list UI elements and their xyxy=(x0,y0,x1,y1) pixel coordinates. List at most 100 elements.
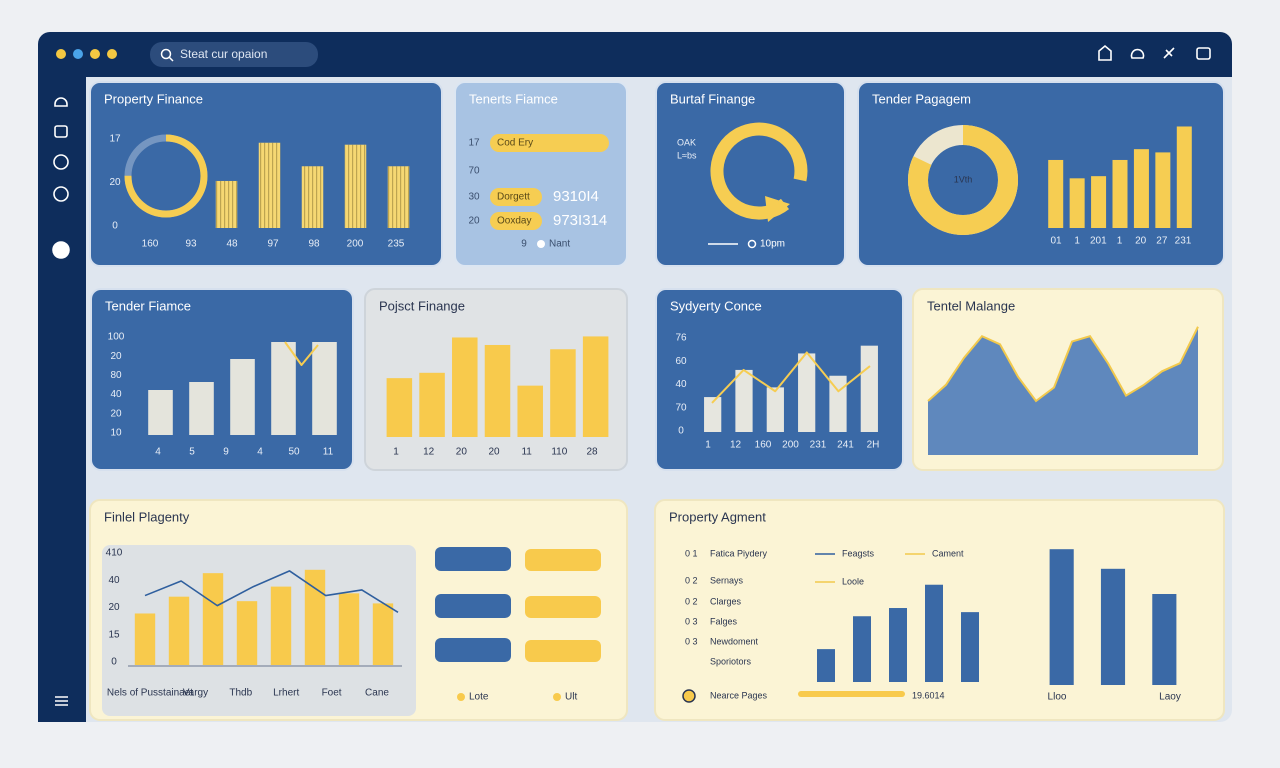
pill[interactable] xyxy=(435,547,511,571)
search-text[interactable]: Steat cur opaion xyxy=(180,47,267,61)
window-icon[interactable] xyxy=(1196,47,1211,60)
home-icon[interactable] xyxy=(1098,44,1112,61)
window-dot[interactable] xyxy=(90,49,100,59)
area-line xyxy=(927,326,1199,403)
row-label: 30 xyxy=(468,192,480,203)
footer-text: 9 xyxy=(521,239,527,250)
panel-title: Tender Pagagem xyxy=(872,91,971,106)
bar xyxy=(312,342,337,435)
bar xyxy=(829,375,847,432)
x-tick-label: 11 xyxy=(323,447,334,458)
row-label: 20 xyxy=(468,216,480,227)
bar xyxy=(704,397,722,432)
y-tick-label: 10 xyxy=(110,428,122,439)
x-tick-label: Laoy xyxy=(1159,692,1181,703)
pill xyxy=(490,212,542,230)
legend-label: Cament xyxy=(932,548,964,558)
ring-label: OAK xyxy=(677,137,696,147)
y-tick-label: 0 xyxy=(111,657,117,668)
x-tick-label: 1 xyxy=(1117,236,1123,247)
nav-icon[interactable] xyxy=(53,154,69,170)
y-tick-label: 17 xyxy=(109,134,121,145)
menu-icon[interactable] xyxy=(55,696,68,706)
donut-arc xyxy=(124,134,208,218)
y-tick-label: 20 xyxy=(110,351,122,362)
pill-text: Cod Ery xyxy=(497,138,533,149)
pill[interactable] xyxy=(525,549,601,571)
tool-icon[interactable] xyxy=(1163,47,1175,59)
y-tick-label: 70 xyxy=(675,402,687,413)
bar xyxy=(168,596,190,665)
panel-title: Sydyerty Conce xyxy=(670,298,762,313)
bar xyxy=(1112,159,1128,228)
bar xyxy=(889,608,907,682)
line-series xyxy=(711,351,871,404)
nav-icon[interactable] xyxy=(54,97,68,107)
pill[interactable] xyxy=(435,638,511,662)
x-tick-label: 110 xyxy=(551,447,567,458)
row-name: Sporiotors xyxy=(710,656,752,666)
toolbar-icons xyxy=(1098,44,1211,61)
bar xyxy=(1176,126,1192,228)
x-tick-label: 12 xyxy=(730,440,742,451)
row-value: 9310I4 xyxy=(553,188,599,205)
pill[interactable] xyxy=(525,640,601,662)
footer-dot xyxy=(537,240,545,248)
bar xyxy=(1091,176,1107,228)
y-tick-label: 410 xyxy=(106,548,123,559)
bar xyxy=(860,345,878,432)
bar xyxy=(1049,549,1074,685)
bar xyxy=(372,603,394,665)
x-tick-label: 1 xyxy=(393,447,399,458)
x-tick-label: Cane xyxy=(365,688,389,699)
search-icon xyxy=(160,48,172,60)
area xyxy=(928,326,1198,455)
search-box[interactable] xyxy=(150,42,318,67)
legend-label: Loole xyxy=(842,576,864,586)
x-tick-label: 12 xyxy=(423,447,435,458)
x-tick-label: 235 xyxy=(388,239,405,250)
panel-title: Pojsct Finange xyxy=(379,298,465,313)
x-tick-label: 20 xyxy=(456,447,468,458)
y-tick-label: 40 xyxy=(675,379,687,390)
nav-icon[interactable] xyxy=(52,241,70,259)
x-tick-label: 201 xyxy=(1090,236,1107,247)
bar xyxy=(961,612,979,682)
pill[interactable] xyxy=(525,596,601,618)
window-dot[interactable] xyxy=(56,49,66,59)
bar xyxy=(304,569,326,665)
bar-stripes xyxy=(387,166,410,228)
x-tick-label: 97 xyxy=(267,239,279,250)
window-dot[interactable] xyxy=(73,49,83,59)
footer-text: Nearce Pages xyxy=(710,690,768,700)
x-tick-label: 93 xyxy=(185,239,197,250)
bar xyxy=(452,337,478,437)
x-tick-label: 4 xyxy=(257,447,263,458)
x-tick-label: Thdb xyxy=(229,688,252,699)
x-tick-label: 200 xyxy=(782,440,799,451)
legend-dot xyxy=(457,693,465,701)
bar-stripes xyxy=(301,166,324,228)
y-tick-label: 0 xyxy=(678,426,684,437)
x-tick-label: 48 xyxy=(226,239,238,250)
x-tick-label: 50 xyxy=(288,447,300,458)
bar xyxy=(1155,152,1171,228)
y-tick-label: 76 xyxy=(675,333,687,344)
window-dot[interactable] xyxy=(107,49,117,59)
row-name: Fatica Piydery xyxy=(710,548,768,558)
bar xyxy=(1100,568,1126,685)
ring-icon xyxy=(710,122,808,220)
pill[interactable] xyxy=(435,594,511,618)
footer-icon xyxy=(682,689,696,703)
bar-stripes xyxy=(258,142,281,228)
panel-title: Tenerts Fiamce xyxy=(469,91,558,106)
ring-arrow xyxy=(765,196,790,222)
profile-icon[interactable] xyxy=(1130,48,1145,59)
pill-text: Dorgett xyxy=(497,192,530,203)
x-tick-label: 20 xyxy=(1135,236,1147,247)
panel-title: Tentel Malange xyxy=(927,298,1015,313)
nav-icon[interactable] xyxy=(54,125,68,138)
bar xyxy=(1069,178,1085,228)
nav-icon[interactable] xyxy=(53,186,69,202)
row-name: Falges xyxy=(710,616,738,626)
